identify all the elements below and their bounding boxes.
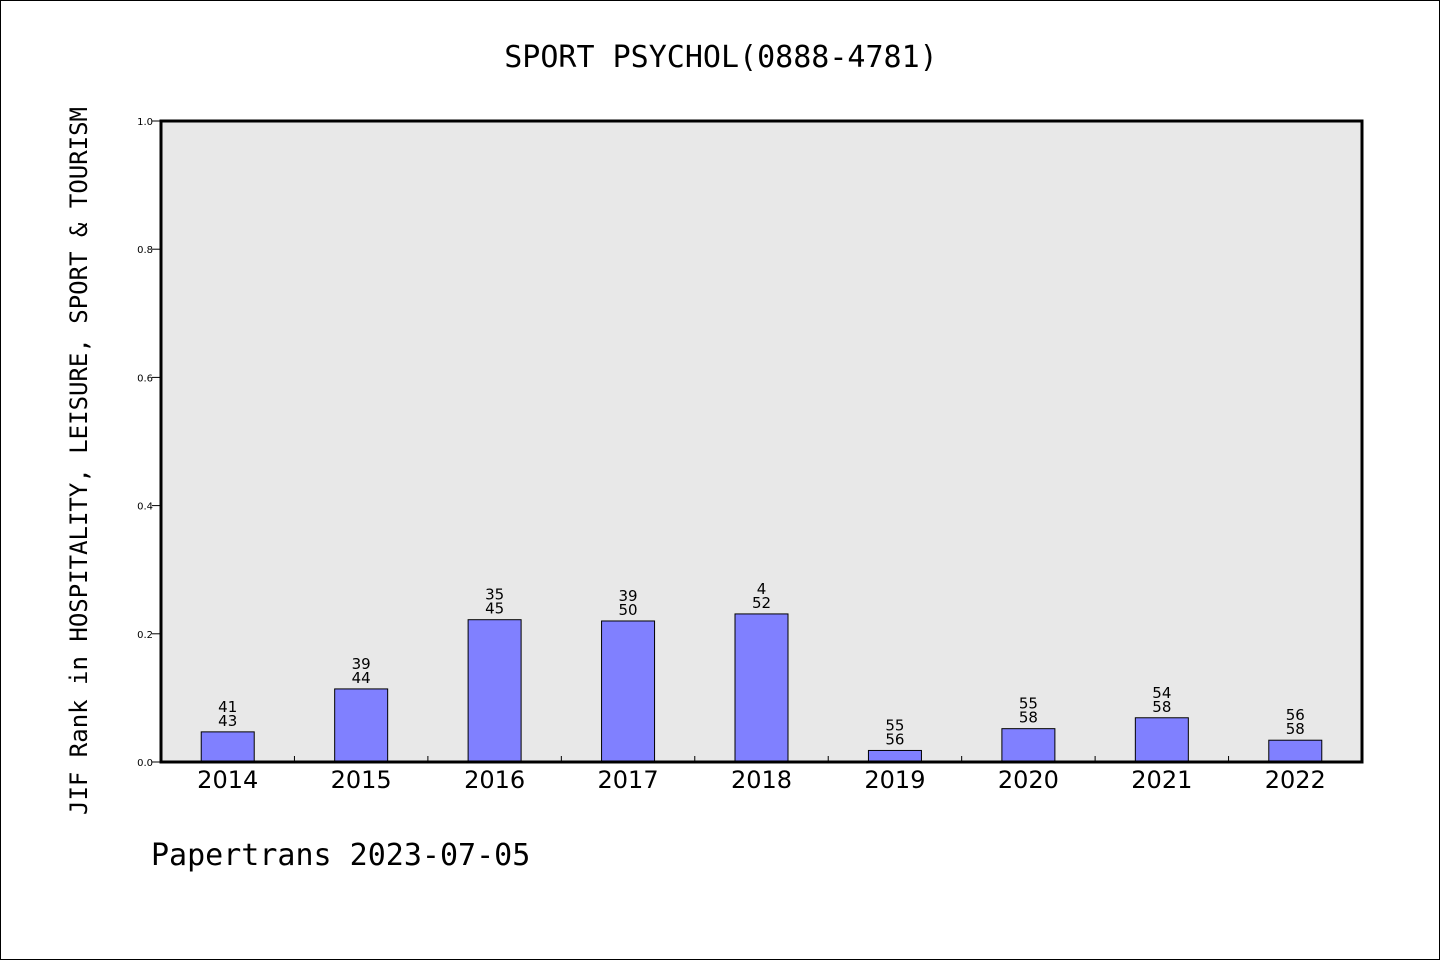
x-tick-label: 2018 [731,766,792,794]
bar-label-total: 58 [1286,720,1305,738]
y-tick-label: 0.2 [137,630,153,641]
y-axis: 0.0 0.2 0.4 0.6 0.8 1.0 [137,117,161,769]
bar-label-total: 58 [1019,709,1038,727]
y-tick-label: 1.0 [137,117,153,128]
bar-2022 [1268,739,1323,763]
bar-label-total: 50 [619,601,638,619]
x-tick-label: 2017 [598,766,659,794]
x-tick-label: 2015 [331,766,392,794]
bar-label-total: 43 [218,712,237,730]
x-tick-label: 2020 [998,766,1059,794]
bar-2018 [734,613,789,763]
bar-2019 [867,749,922,763]
bar-label-total: 45 [485,600,504,618]
chart-title: SPORT PSYCHOL(0888-4781) [504,40,937,75]
bar-label-total: 52 [752,594,771,612]
bar-label-rank: 55 [885,716,904,734]
y-tick-label: 0.4 [137,502,153,513]
bar-2017 [601,620,656,763]
y-tick-label: 0.6 [137,373,153,384]
footer-credit: Papertrans 2023-07-05 [151,838,530,873]
bar-2021 [1134,717,1189,763]
plot-border [159,119,1364,764]
bar-2020 [1001,728,1056,763]
x-tick-label: 2021 [1131,766,1192,794]
bar-2016 [467,619,522,763]
bar-2014 [200,731,255,763]
bar-label-total: 44 [352,669,371,687]
bar-label-rank: 56 [1286,706,1305,724]
bar-label-rank: 35 [485,586,504,604]
bar-label-rank: 39 [352,655,371,673]
bar-label-rank: 54 [1152,684,1171,702]
bar-label-rank: 39 [619,587,638,605]
x-tick-label: 2016 [464,766,525,794]
bar-label-total: 56 [885,730,904,748]
y-axis-label: JIF Rank in HOSPITALITY, LEISURE, SPORT … [65,107,93,815]
bar-2015 [334,688,389,763]
bar-series [200,613,1323,763]
bar-label-rank: 4 [757,580,767,598]
bar-label-rank: 55 [1019,695,1038,713]
x-axis: 2014 2015 2016 2017 2018 2019 2020 2021 2022 [197,756,1326,794]
bar-label-total: 58 [1152,698,1171,716]
y-tick-label: 0.0 [137,758,153,769]
bar-label-rank: 41 [218,698,237,716]
y-tick-label: 0.8 [137,245,153,256]
x-tick-label: 2014 [197,766,258,794]
x-tick-label: 2019 [864,766,925,794]
x-tick-label: 2022 [1265,766,1326,794]
